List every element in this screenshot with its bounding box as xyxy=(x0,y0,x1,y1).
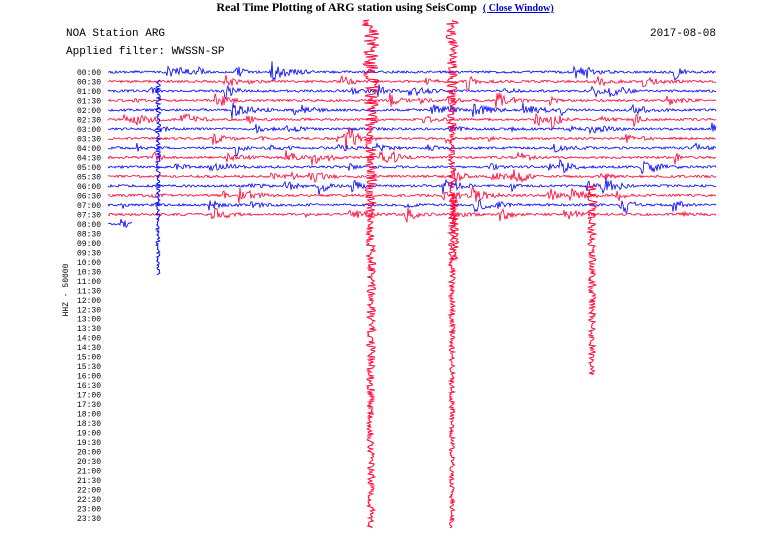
time-label: 17:00 xyxy=(77,392,101,401)
trace xyxy=(107,177,717,196)
time-label: 08:00 xyxy=(77,221,101,230)
time-label: 03:30 xyxy=(77,135,101,144)
time-label: 10:00 xyxy=(77,259,101,268)
time-label: 04:00 xyxy=(77,145,101,154)
time-label: 18:30 xyxy=(77,420,101,429)
time-label: 02:00 xyxy=(77,107,101,116)
time-label: 19:30 xyxy=(77,439,101,448)
time-label: 16:00 xyxy=(77,373,101,382)
plot-area xyxy=(62,20,722,530)
time-label: 14:30 xyxy=(77,344,101,353)
time-label: 12:00 xyxy=(77,297,101,306)
time-label: 06:00 xyxy=(77,183,101,192)
time-label: 11:00 xyxy=(77,278,101,287)
time-label: 18:00 xyxy=(77,411,101,420)
trace xyxy=(107,141,717,157)
time-label: 12:30 xyxy=(77,306,101,315)
trace xyxy=(107,84,717,100)
time-label: 07:30 xyxy=(77,211,101,220)
time-label: 20:30 xyxy=(77,458,101,467)
time-label: 14:00 xyxy=(77,335,101,344)
time-label: 22:30 xyxy=(77,496,101,505)
page-title: Real Time Plotting of ARG station using … xyxy=(216,0,477,14)
date-label: 2017-08-08 xyxy=(650,28,716,40)
time-label: 01:00 xyxy=(77,88,101,97)
trace xyxy=(107,60,717,82)
time-label: 08:30 xyxy=(77,230,101,239)
time-label: 16:30 xyxy=(77,382,101,391)
trace xyxy=(107,158,717,175)
time-label: 01:30 xyxy=(77,97,101,106)
trace xyxy=(107,150,717,165)
time-label: 23:00 xyxy=(77,506,101,515)
time-label: 04:30 xyxy=(77,154,101,163)
time-label: 21:00 xyxy=(77,468,101,477)
close-window-link[interactable]: ( Close Window) xyxy=(482,3,554,14)
event-trace xyxy=(450,199,460,261)
time-label: 22:00 xyxy=(77,487,101,496)
time-label: 15:30 xyxy=(77,363,101,372)
trace xyxy=(107,168,717,185)
time-label: 23:30 xyxy=(77,515,101,524)
trace xyxy=(108,218,133,229)
trace xyxy=(107,127,717,151)
time-label: 03:00 xyxy=(77,126,101,135)
event-trace xyxy=(586,184,598,376)
trace xyxy=(107,185,716,204)
time-label: 21:30 xyxy=(77,477,101,486)
trace xyxy=(107,92,717,109)
event-trace xyxy=(362,19,380,529)
time-label: 05:00 xyxy=(77,164,101,173)
time-label: 05:30 xyxy=(77,173,101,182)
time-label: 17:30 xyxy=(77,401,101,410)
event-trace xyxy=(154,79,162,276)
station-label: NOA Station ARG xyxy=(66,28,165,40)
trace xyxy=(107,112,717,132)
time-label: 13:00 xyxy=(77,316,101,325)
time-label: 09:30 xyxy=(77,249,101,258)
time-label: 07:00 xyxy=(77,202,101,211)
trace xyxy=(107,122,717,135)
trace xyxy=(107,206,717,223)
channel-label: HHZ - 50000 xyxy=(62,263,71,316)
time-label: 00:30 xyxy=(77,78,101,87)
event-trace xyxy=(445,19,459,529)
time-label: 15:00 xyxy=(77,354,101,363)
time-label: 10:30 xyxy=(77,268,101,277)
trace xyxy=(108,102,717,119)
trace xyxy=(107,199,717,214)
time-label: 09:00 xyxy=(77,240,101,249)
time-label: 11:30 xyxy=(77,287,101,296)
filter-label: Applied filter: WWSSN-SP xyxy=(66,46,225,58)
time-label: 20:00 xyxy=(77,449,101,458)
time-label: 13:30 xyxy=(77,325,101,334)
header: Real Time Plotting of ARG station using … xyxy=(0,0,770,16)
time-label: 19:00 xyxy=(77,430,101,439)
time-label: 06:30 xyxy=(77,192,101,201)
time-label: 00:00 xyxy=(77,69,101,78)
time-label: 02:30 xyxy=(77,116,101,125)
trace xyxy=(107,74,717,91)
